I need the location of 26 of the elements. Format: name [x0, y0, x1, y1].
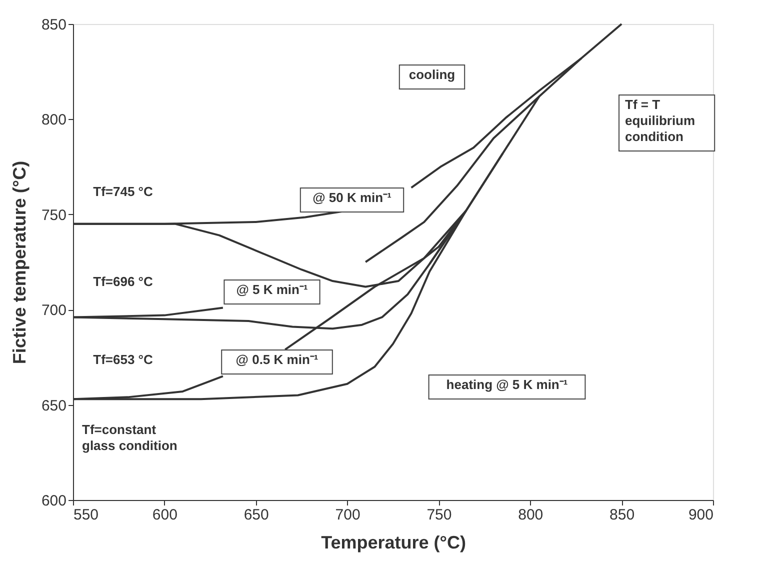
- y-axis-title: Fictive temperature (°C): [9, 160, 30, 364]
- annotation: heating @ 5 K min⁻¹: [446, 377, 568, 392]
- y-tick-label: 800: [41, 112, 66, 129]
- x-tick-label: 900: [688, 506, 714, 524]
- annotation: Tf = T equilibrium condition: [625, 97, 696, 144]
- x-axis-title: Temperature (°C): [321, 532, 466, 552]
- x-tick-label: 700: [335, 506, 360, 524]
- y-tick-label: 850: [41, 16, 66, 34]
- y-tick-label: 750: [41, 206, 66, 224]
- annotation: Tf=653 °C: [93, 352, 154, 367]
- y-tick-label: 700: [41, 302, 66, 320]
- x-tick-label: 850: [610, 506, 635, 524]
- annotation: cooling: [408, 67, 456, 82]
- x-tick-label: 650: [244, 506, 269, 524]
- annotation: Tf=696 °C: [93, 274, 154, 289]
- x-tick-label: 550: [74, 506, 99, 524]
- annotation: Tf=745 °C: [93, 184, 154, 199]
- annotation: @ 50 K min⁻¹: [312, 190, 392, 205]
- x-tick-label: 800: [518, 506, 544, 524]
- annotation: @ 0.5 K min⁻¹: [236, 352, 318, 367]
- y-tick-label: 600: [41, 492, 66, 510]
- x-tick-label: 750: [426, 506, 452, 524]
- annotation: Tf=constant glass condition: [82, 422, 178, 453]
- annotation: @ 5 K min⁻¹: [236, 282, 308, 297]
- x-tick-label: 600: [152, 506, 178, 524]
- y-tick-label: 650: [41, 397, 66, 414]
